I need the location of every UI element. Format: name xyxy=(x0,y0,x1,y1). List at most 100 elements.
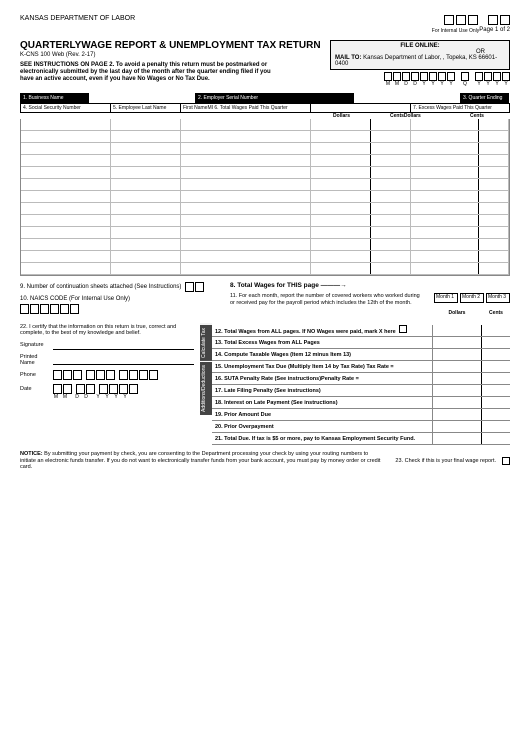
wage-cell[interactable] xyxy=(181,203,311,214)
wage-cell[interactable] xyxy=(111,179,181,190)
wage-cell[interactable] xyxy=(411,191,479,202)
no-wages-checkbox[interactable] xyxy=(399,325,407,333)
wage-cell[interactable] xyxy=(311,263,371,274)
wage-cell[interactable] xyxy=(371,227,411,238)
iuo-box[interactable] xyxy=(500,15,510,25)
cert-date-box[interactable] xyxy=(63,384,72,394)
phone-box[interactable] xyxy=(96,370,105,380)
phone-box[interactable] xyxy=(129,370,138,380)
iuo-box[interactable] xyxy=(456,15,466,25)
wage-cell[interactable] xyxy=(21,155,111,166)
date-box[interactable] xyxy=(447,72,455,81)
wage-cell[interactable] xyxy=(21,143,111,154)
final-report-checkbox[interactable] xyxy=(502,457,510,465)
wage-cell[interactable] xyxy=(111,263,181,274)
phone-box[interactable] xyxy=(149,370,158,380)
wage-cell[interactable] xyxy=(111,191,181,202)
wage-cell[interactable] xyxy=(111,131,181,142)
wage-cell[interactable] xyxy=(479,179,509,190)
row19-cents[interactable] xyxy=(482,409,510,420)
wage-cell[interactable] xyxy=(311,251,371,262)
wage-cell[interactable] xyxy=(311,191,371,202)
wage-cell[interactable] xyxy=(181,155,311,166)
wage-cell[interactable] xyxy=(371,131,411,142)
row21-cents[interactable] xyxy=(482,433,510,444)
wage-cell[interactable] xyxy=(479,119,509,130)
wage-cell[interactable] xyxy=(21,215,111,226)
wage-cell[interactable] xyxy=(479,251,509,262)
wage-cell[interactable] xyxy=(21,167,111,178)
wage-cell[interactable] xyxy=(181,227,311,238)
phone-box[interactable] xyxy=(86,370,95,380)
wage-cell[interactable] xyxy=(21,251,111,262)
wage-cell[interactable] xyxy=(411,227,479,238)
year-box[interactable] xyxy=(484,72,492,81)
iuo-box[interactable] xyxy=(444,15,454,25)
wage-cell[interactable] xyxy=(311,143,371,154)
wage-cell[interactable] xyxy=(411,203,479,214)
cert-date-box[interactable] xyxy=(109,384,118,394)
wage-cell[interactable] xyxy=(371,143,411,154)
wage-cell[interactable] xyxy=(111,251,181,262)
wage-cell[interactable] xyxy=(411,143,479,154)
wage-cell[interactable] xyxy=(411,131,479,142)
wage-cell[interactable] xyxy=(21,119,111,130)
wage-cell[interactable] xyxy=(181,191,311,202)
naics-box[interactable] xyxy=(60,304,69,314)
wage-cell[interactable] xyxy=(371,191,411,202)
wage-cell[interactable] xyxy=(181,167,311,178)
phone-box[interactable] xyxy=(119,370,128,380)
wage-cell[interactable] xyxy=(371,167,411,178)
cert-date-box[interactable] xyxy=(86,384,95,394)
wage-cell[interactable] xyxy=(479,191,509,202)
wage-cell[interactable] xyxy=(21,179,111,190)
row12-cents[interactable] xyxy=(482,325,510,336)
row21-dollars[interactable] xyxy=(432,433,482,444)
cert-date-box[interactable] xyxy=(99,384,108,394)
row18-dollars[interactable] xyxy=(432,397,482,408)
phone-box[interactable] xyxy=(53,370,62,380)
phone-box[interactable] xyxy=(106,370,115,380)
row19-dollars[interactable] xyxy=(432,409,482,420)
naics-box[interactable] xyxy=(20,304,29,314)
wage-cell[interactable] xyxy=(479,155,509,166)
wage-cell[interactable] xyxy=(21,131,111,142)
wage-cell[interactable] xyxy=(411,263,479,274)
month2-box[interactable]: Month 2 xyxy=(460,293,484,303)
wage-cell[interactable] xyxy=(411,119,479,130)
wage-cell[interactable] xyxy=(21,263,111,274)
naics-box[interactable] xyxy=(30,304,39,314)
year-box[interactable] xyxy=(502,72,510,81)
row13-dollars[interactable] xyxy=(432,337,482,348)
wage-cell[interactable] xyxy=(21,203,111,214)
cont-sheet-box[interactable] xyxy=(195,282,204,292)
wage-cell[interactable] xyxy=(311,119,371,130)
row16-dollars[interactable] xyxy=(432,373,482,384)
row18-cents[interactable] xyxy=(482,397,510,408)
wage-cell[interactable] xyxy=(181,263,311,274)
wage-cell[interactable] xyxy=(111,143,181,154)
wage-cell[interactable] xyxy=(479,263,509,274)
wage-cell[interactable] xyxy=(371,239,411,250)
wage-cell[interactable] xyxy=(181,251,311,262)
row13-cents[interactable] xyxy=(482,337,510,348)
date-box[interactable] xyxy=(420,72,428,81)
wage-cell[interactable] xyxy=(311,131,371,142)
wage-cell[interactable] xyxy=(311,167,371,178)
wage-cell[interactable] xyxy=(111,239,181,250)
wage-cell[interactable] xyxy=(21,239,111,250)
wage-cell[interactable] xyxy=(371,203,411,214)
wage-cell[interactable] xyxy=(479,215,509,226)
wage-cell[interactable] xyxy=(311,227,371,238)
wage-cell[interactable] xyxy=(411,215,479,226)
row17-dollars[interactable] xyxy=(432,385,482,396)
wage-cell[interactable] xyxy=(479,227,509,238)
wage-cell[interactable] xyxy=(371,119,411,130)
month1-box[interactable]: Month 1 xyxy=(434,293,458,303)
wage-cell[interactable] xyxy=(371,251,411,262)
wage-cell[interactable] xyxy=(111,167,181,178)
row20-dollars[interactable] xyxy=(432,421,482,432)
wage-cell[interactable] xyxy=(21,191,111,202)
date-box[interactable] xyxy=(393,72,401,81)
wage-cell[interactable] xyxy=(181,119,311,130)
